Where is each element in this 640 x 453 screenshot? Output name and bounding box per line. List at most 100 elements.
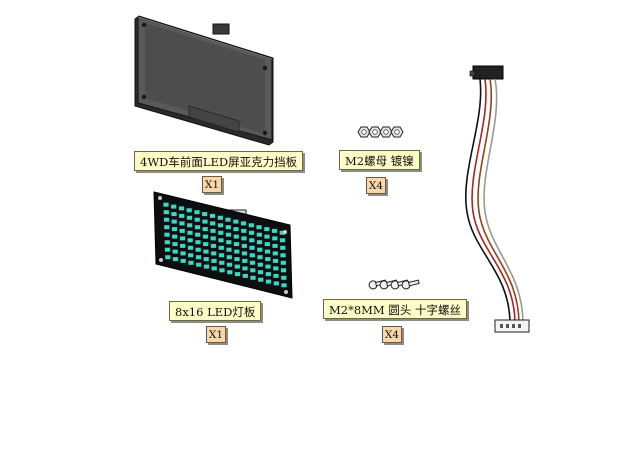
- led-dot: [178, 206, 185, 211]
- led-dot: [241, 236, 247, 241]
- led-dot: [264, 242, 270, 247]
- led-dot: [187, 223, 193, 228]
- led-dot: [211, 251, 217, 256]
- led-dot: [249, 253, 255, 258]
- led-dot: [257, 255, 263, 260]
- led-dot: [179, 228, 185, 233]
- led-dot: [202, 234, 209, 239]
- acrylic-plate-label: 4WD车前面LED屏亚克力挡板: [134, 151, 304, 171]
- led-dot: [280, 253, 286, 258]
- led-dot: [265, 264, 271, 269]
- led-board-qty: X1: [206, 326, 226, 343]
- led-dot: [179, 213, 185, 218]
- led-dot: [250, 268, 256, 273]
- m2-screw-qty: X4: [382, 326, 402, 343]
- led-dot: [280, 268, 287, 273]
- led-dot: [271, 228, 278, 233]
- led-dot: [265, 279, 272, 284]
- led-dot: [241, 243, 247, 248]
- led-dot: [265, 257, 271, 262]
- led-dot: [218, 253, 225, 258]
- led-dot: [250, 275, 256, 280]
- led-dot: [195, 232, 201, 237]
- led-dot: [187, 238, 193, 243]
- led-dot: [234, 257, 240, 262]
- led-dot: [248, 223, 254, 228]
- screw-icon: [368, 279, 420, 290]
- m2-nut-label: M2螺母 镀镍: [339, 150, 420, 170]
- led-dot: [203, 264, 210, 269]
- led-dot: [272, 243, 278, 248]
- led-dot: [234, 264, 240, 269]
- led-dot: [264, 227, 270, 232]
- led-dot: [264, 234, 270, 239]
- led-dot: [179, 221, 185, 226]
- led-dot: [281, 283, 287, 288]
- led-dot: [272, 236, 278, 241]
- led-dot: [163, 210, 169, 215]
- led-dot: [172, 249, 178, 254]
- led-board-label: 8x16 LED灯板: [169, 301, 262, 321]
- acrylic-plate-icon: [134, 15, 274, 146]
- led-dot: [242, 258, 248, 263]
- led-dot: [194, 217, 200, 222]
- led-dot: [210, 221, 216, 226]
- led-dot: [218, 230, 224, 235]
- acrylic-plate-qty: X1: [202, 176, 222, 193]
- led-dot: [234, 272, 241, 277]
- led-dot: [227, 270, 233, 275]
- led-dot: [187, 245, 194, 250]
- led-dot: [164, 232, 170, 237]
- led-dot: [242, 273, 248, 278]
- led-dot: [195, 255, 202, 260]
- led-dot: [171, 219, 177, 224]
- led-dot: [171, 212, 177, 217]
- led-dot: [210, 228, 216, 233]
- led-dot: [219, 260, 225, 265]
- led-dot: [264, 249, 271, 254]
- led-dot: [211, 258, 217, 263]
- led-dot: [195, 240, 201, 245]
- led-dot: [280, 260, 286, 265]
- led-dot: [219, 268, 225, 273]
- led-dot: [164, 225, 170, 230]
- led-dot: [210, 236, 216, 241]
- led-dot: [279, 238, 286, 243]
- m2-screw-label: M2*8MM 圆头 十字螺丝: [323, 299, 468, 319]
- led-dot: [249, 238, 255, 243]
- led-dot: [256, 240, 263, 245]
- led-dot: [240, 221, 247, 226]
- led-dot: [218, 238, 224, 243]
- led-dot: [172, 242, 178, 247]
- led-dot: [233, 219, 239, 224]
- led-dot: [272, 251, 278, 256]
- led-dot: [180, 243, 186, 248]
- led-dot: [196, 262, 202, 267]
- led-dot: [256, 225, 262, 230]
- led-dot: [226, 255, 232, 260]
- led-dot: [180, 251, 186, 256]
- cable-icon: [465, 65, 530, 333]
- led-dot: [265, 272, 271, 277]
- led-dot: [226, 247, 232, 252]
- led-dot: [257, 270, 264, 275]
- led-dot: [163, 217, 170, 222]
- led-dot: [218, 245, 224, 250]
- led-dot: [225, 217, 231, 222]
- led-dot: [249, 245, 255, 250]
- led-dot: [194, 210, 200, 215]
- led-dot: [217, 223, 224, 228]
- led-dot: [210, 243, 217, 248]
- led-dot: [165, 255, 171, 260]
- led-dot: [273, 273, 279, 278]
- led-dot: [164, 240, 170, 245]
- led-dot: [171, 227, 178, 232]
- led-dot: [172, 234, 178, 239]
- led-dot: [202, 227, 208, 232]
- led-dot: [171, 204, 177, 209]
- led-dot: [188, 260, 194, 265]
- led-dot: [257, 247, 263, 252]
- nut-icon: [357, 126, 404, 138]
- led-dot: [163, 202, 169, 207]
- led-dot: [249, 260, 256, 265]
